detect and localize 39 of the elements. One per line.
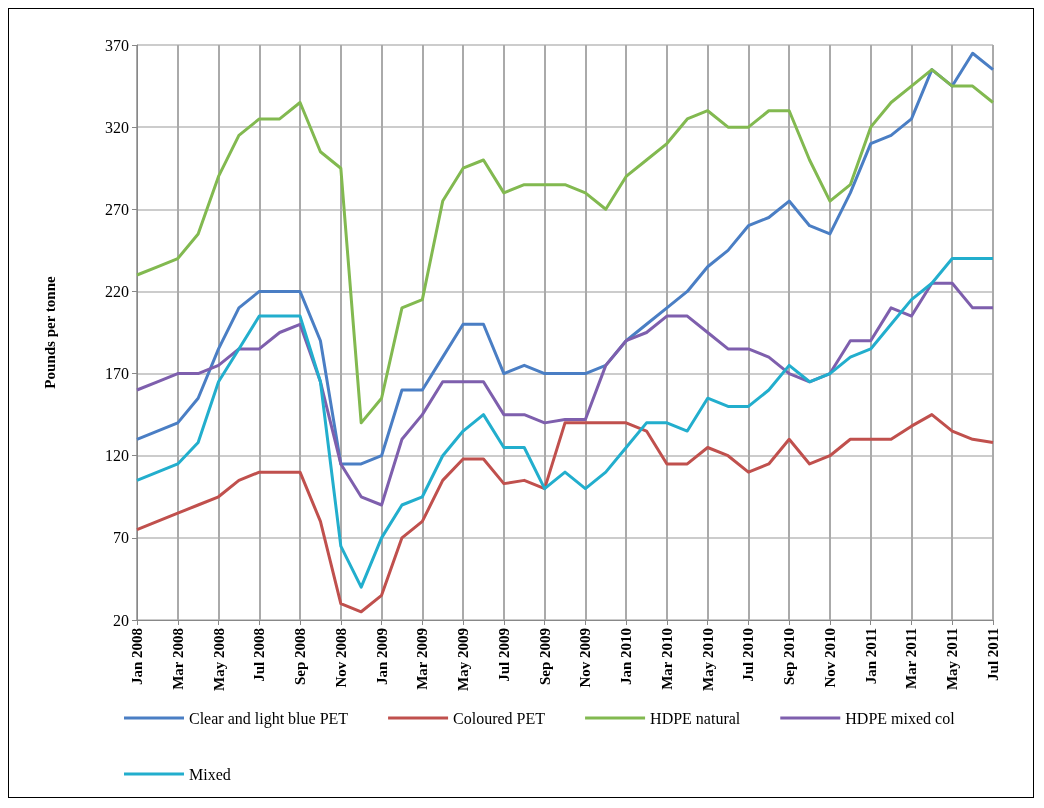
- x-tick-label: Jul 2011: [985, 628, 1001, 681]
- x-tick-label: May 2008: [210, 628, 227, 691]
- legend-label: Coloured PET: [453, 709, 546, 727]
- x-tick-label: Jan 2011: [862, 628, 879, 685]
- legend-label: Clear and light blue PET: [189, 709, 349, 728]
- x-tick-label: Jan 2010: [618, 628, 635, 686]
- x-tick-label: Jan 2009: [373, 628, 390, 686]
- x-tick-label: Jul 2008: [251, 628, 268, 682]
- legend-label: HDPE mixed col: [845, 709, 956, 727]
- x-tick-label: Sep 2009: [536, 628, 553, 686]
- legend-label: HDPE natural: [650, 709, 741, 727]
- y-tick-label: 370: [105, 36, 129, 54]
- x-tick-label: Nov 2010: [821, 628, 838, 688]
- x-tick-label: Jul 2010: [740, 628, 757, 682]
- y-tick-label: 220: [105, 282, 129, 300]
- y-tick-label: 20: [113, 611, 129, 629]
- x-tick-label: Mar 2009: [414, 628, 431, 690]
- x-tick-label: Mar 2011: [903, 628, 920, 689]
- x-tick-label: May 2010: [699, 628, 716, 691]
- x-tick-label: Sep 2008: [292, 628, 309, 686]
- line-series: [135, 281, 995, 507]
- y-tick-label: 70: [113, 529, 129, 547]
- x-tick-label: Sep 2010: [781, 628, 798, 686]
- y-tick-label: 170: [105, 365, 129, 383]
- legend-label: Mixed: [189, 765, 231, 783]
- line-series: [135, 413, 995, 614]
- x-tick-label: Mar 2008: [169, 628, 186, 690]
- y-tick-label: 270: [105, 200, 129, 218]
- line-series: [135, 257, 995, 589]
- x-tick-label: Jul 2009: [495, 628, 512, 682]
- x-tick-label: May 2009: [455, 628, 472, 691]
- x-tick-label: Jan 2008: [129, 628, 145, 686]
- y-axis-title: Pounds per tonne: [41, 276, 58, 389]
- x-tick-label: Nov 2009: [577, 628, 594, 688]
- y-tick-label: 120: [105, 447, 129, 465]
- x-tick-label: Mar 2010: [658, 628, 675, 690]
- x-tick-label: May 2011: [944, 628, 961, 691]
- x-tick-label: Nov 2008: [332, 628, 349, 688]
- y-tick-label: 320: [105, 118, 129, 136]
